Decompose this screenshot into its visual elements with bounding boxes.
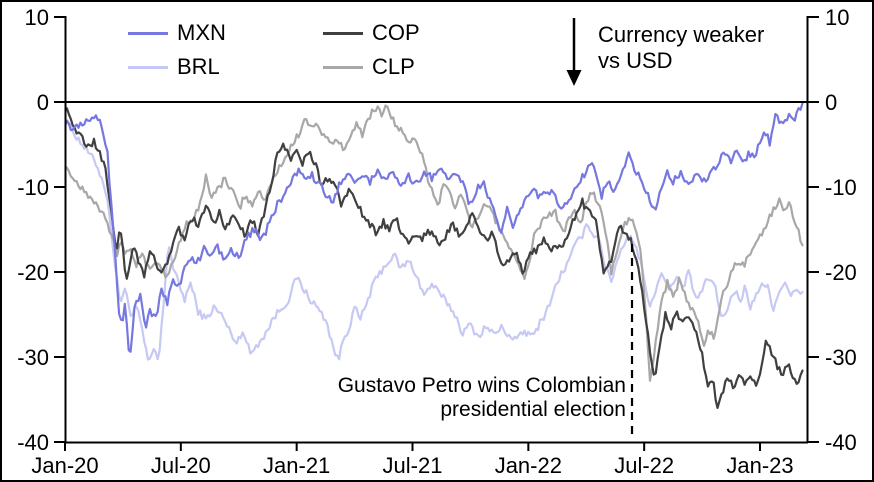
series-line-cop — [66, 107, 804, 409]
y-axis-label-left: -40 — [17, 430, 49, 455]
x-axis-label: Jul-20 — [151, 453, 211, 478]
currency-weaker-line2: vs USD — [598, 48, 673, 73]
clp-line-swatch-icon — [323, 65, 363, 69]
y-axis-label-right: 10 — [825, 5, 849, 30]
legend-label-cop: COP — [372, 20, 420, 45]
y-axis-label-right: -10 — [825, 175, 857, 200]
legend-item-mxn: MXN — [128, 20, 226, 46]
y-axis-label-right: -40 — [825, 430, 857, 455]
x-axis-label: Jan-21 — [263, 453, 330, 478]
petro-election-note: Gustavo Petro wins Colombian presidentia… — [242, 374, 626, 422]
brl-line-swatch-icon — [128, 65, 168, 69]
petro-election-line1: Gustavo Petro wins Colombian — [337, 374, 626, 397]
cop-line-swatch-icon — [323, 31, 363, 35]
legend-item-brl: BRL — [128, 54, 220, 80]
petro-election-line2: presidential election — [440, 398, 626, 421]
legend-item-clp: CLP — [323, 54, 415, 80]
y-axis-label-left: -10 — [17, 175, 49, 200]
y-axis-label-left: -30 — [17, 345, 49, 370]
series-line-mxn — [66, 102, 804, 353]
legend-label-mxn: MXN — [177, 20, 226, 45]
y-axis-label-right: -20 — [825, 260, 857, 285]
x-axis-label: Jul-21 — [383, 453, 443, 478]
y-axis-label-right: -30 — [825, 345, 857, 370]
series-line-clp — [66, 104, 804, 382]
legend-label-brl: BRL — [177, 54, 220, 79]
legend-item-cop: COP — [323, 20, 420, 46]
x-axis-label: Jan-22 — [495, 453, 562, 478]
x-axis-label: Jan-20 — [31, 453, 98, 478]
mxn-line-swatch-icon — [128, 31, 168, 35]
legend-label-clp: CLP — [372, 54, 415, 79]
y-axis-label-left: -20 — [17, 260, 49, 285]
x-axis-label: Jul-22 — [614, 453, 674, 478]
x-axis-label: Jan-23 — [726, 453, 793, 478]
y-axis-label-right: 0 — [825, 90, 837, 115]
currency-weaker-note: Currency weaker vs USD — [598, 22, 808, 74]
currency-weaker-line1: Currency weaker — [598, 22, 765, 47]
down-arrow-head-icon — [566, 70, 582, 86]
y-axis-label-left: 0 — [37, 90, 49, 115]
y-axis-label-left: 10 — [25, 5, 49, 30]
